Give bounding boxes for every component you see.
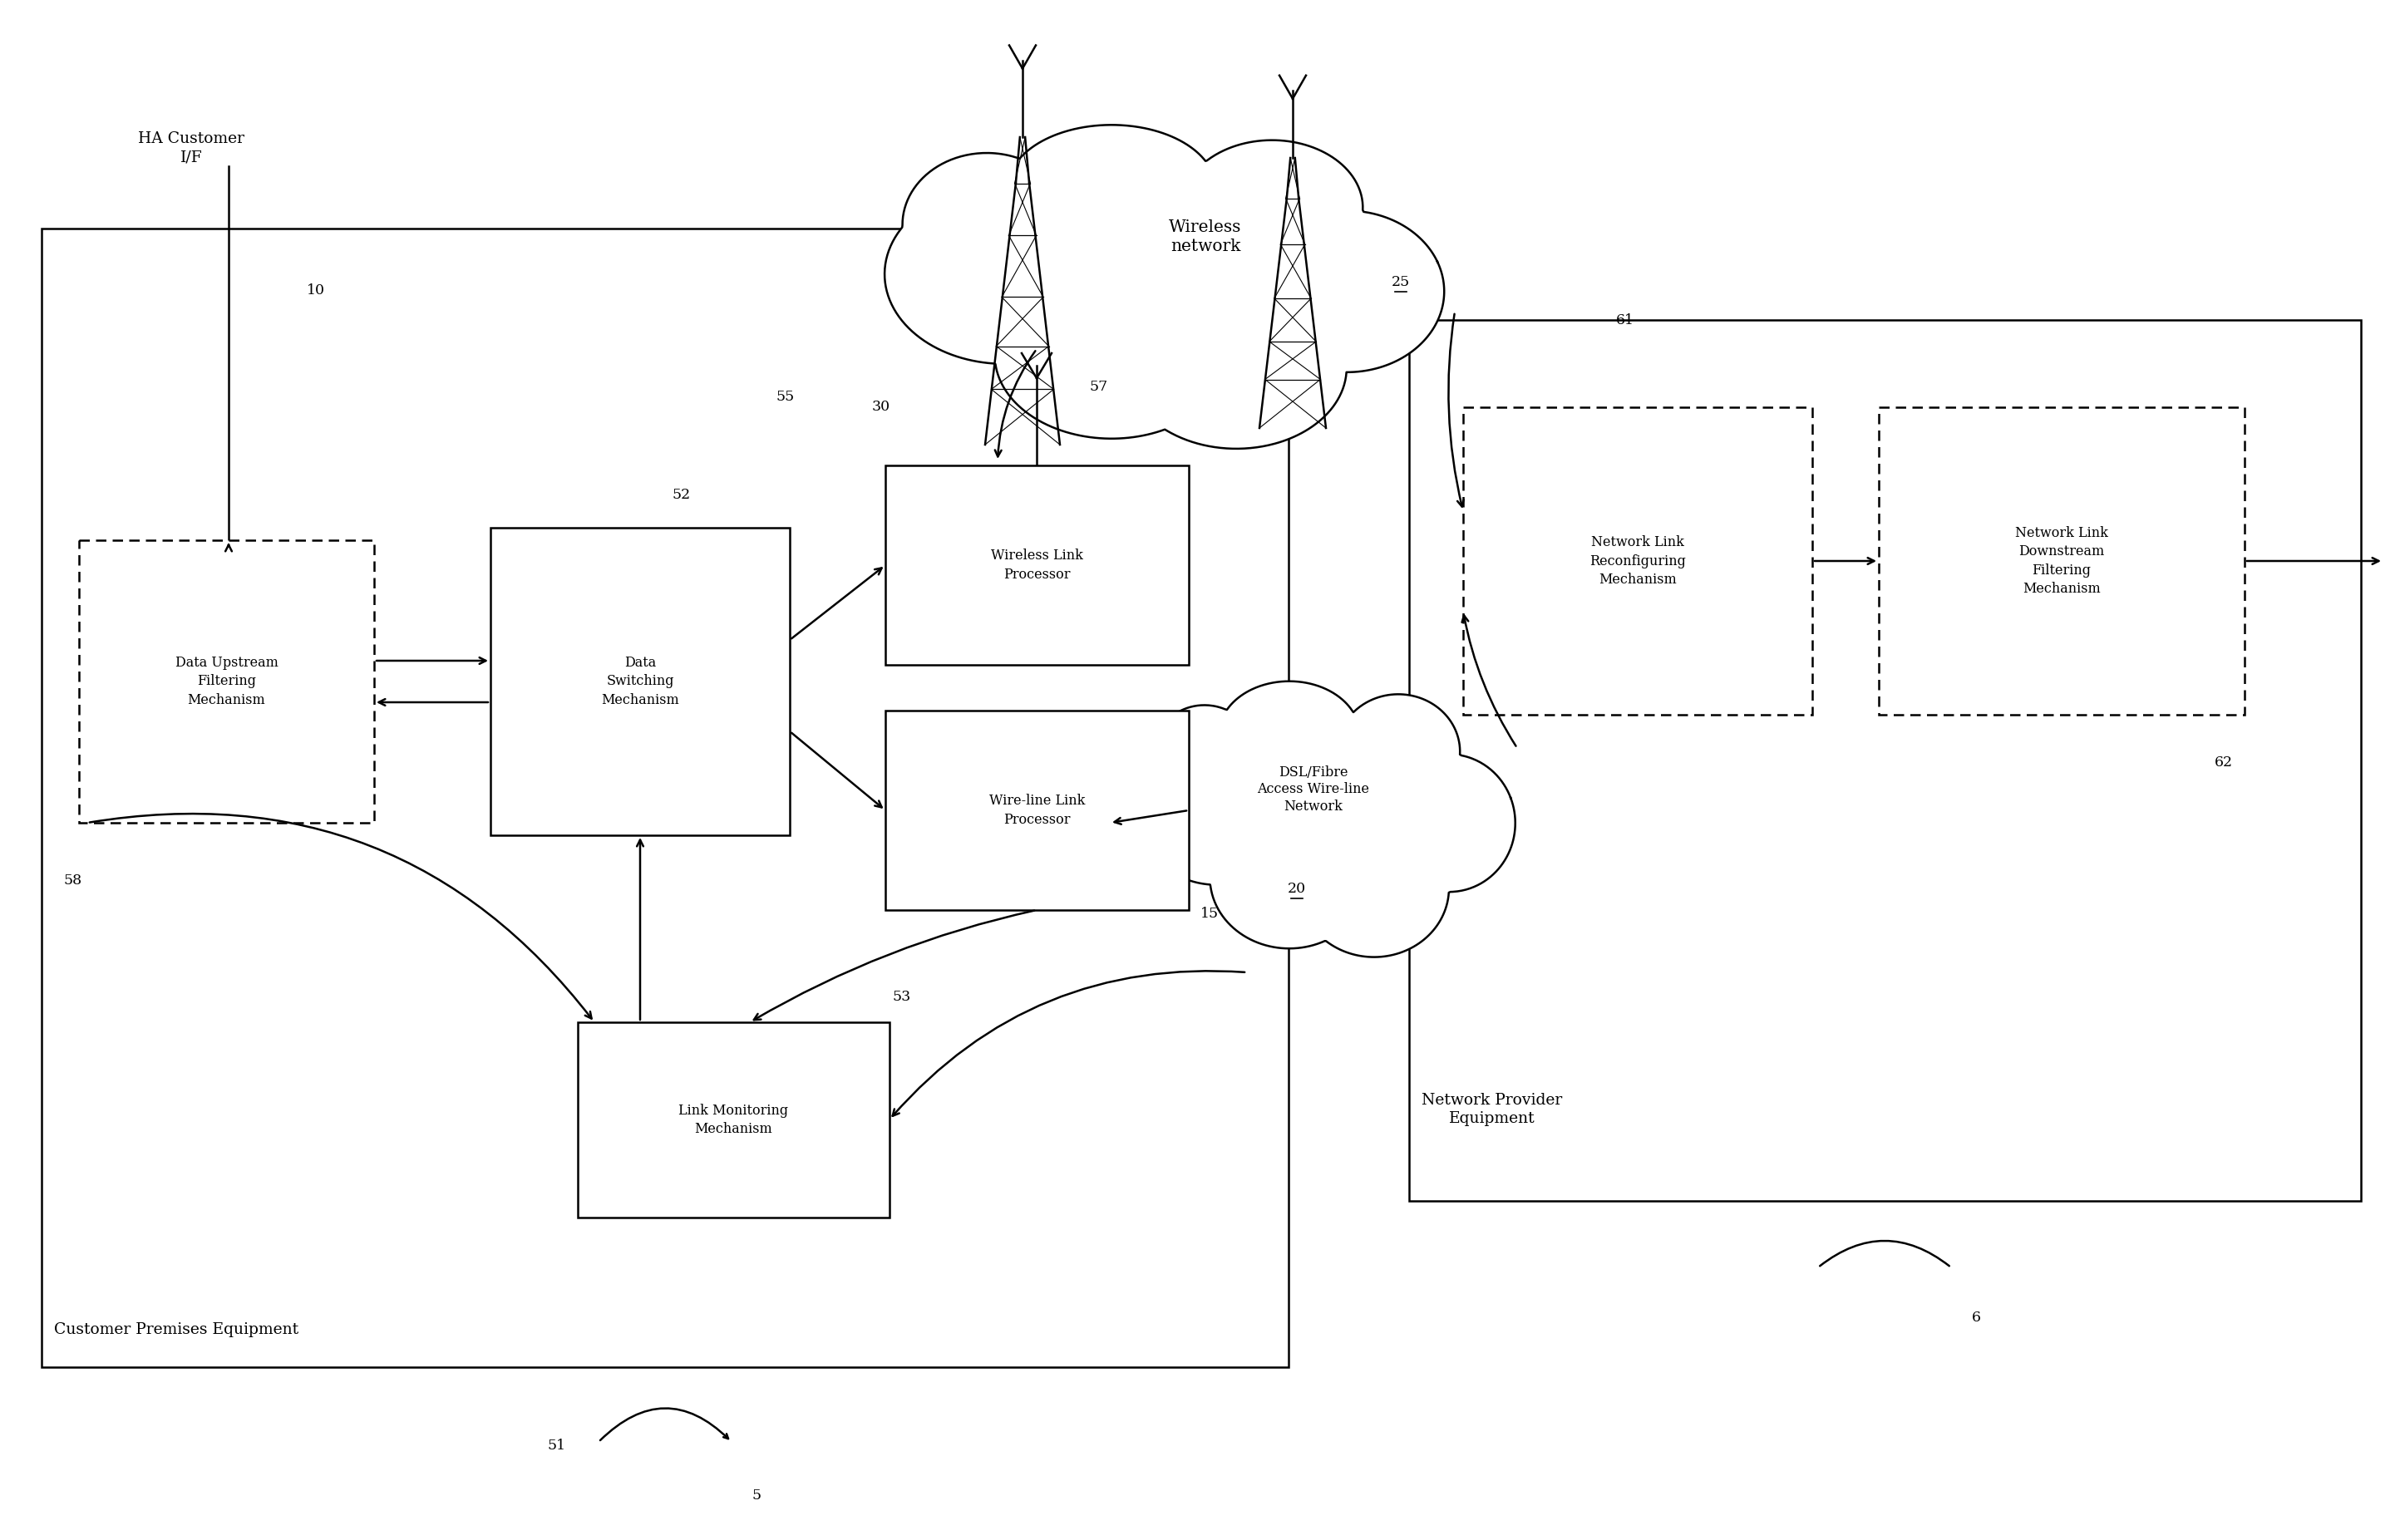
Bar xyxy=(1879,407,2244,715)
Text: 55: 55 xyxy=(775,390,794,405)
Text: Link Monitoring
Mechanism: Link Monitoring Mechanism xyxy=(679,1104,790,1137)
Text: Data Upstream
Filtering
Mechanism: Data Upstream Filtering Mechanism xyxy=(175,656,278,707)
Ellipse shape xyxy=(1210,807,1368,949)
Ellipse shape xyxy=(1250,211,1445,373)
Bar xyxy=(886,465,1188,665)
Ellipse shape xyxy=(1008,125,1214,251)
Text: 58: 58 xyxy=(65,873,82,889)
Ellipse shape xyxy=(1126,286,1346,448)
Text: DSL/Fibre
Access Wire-line
Network: DSL/Fibre Access Wire-line Network xyxy=(1258,765,1370,815)
Text: Wire-line Link
Processor: Wire-line Link Processor xyxy=(989,795,1085,827)
Ellipse shape xyxy=(1219,681,1361,788)
Text: 20: 20 xyxy=(1289,882,1306,896)
Ellipse shape xyxy=(1147,705,1262,827)
Text: Network Link
Reconfiguring
Mechanism: Network Link Reconfiguring Mechanism xyxy=(1589,536,1685,587)
Ellipse shape xyxy=(886,185,1126,363)
Text: HA Customer
I/F: HA Customer I/F xyxy=(137,131,245,165)
Text: 52: 52 xyxy=(672,488,691,502)
Bar xyxy=(1464,407,1812,715)
Ellipse shape xyxy=(1298,819,1450,956)
Text: Network Provider
Equipment: Network Provider Equipment xyxy=(1421,1093,1562,1126)
Ellipse shape xyxy=(1181,140,1363,274)
Text: 10: 10 xyxy=(307,283,324,297)
Text: 30: 30 xyxy=(871,400,890,414)
Text: 25: 25 xyxy=(1392,276,1411,290)
Text: 15: 15 xyxy=(1200,907,1219,921)
Text: Network Link
Downstream
Filtering
Mechanism: Network Link Downstream Filtering Mechan… xyxy=(2016,527,2107,596)
Text: 62: 62 xyxy=(2215,756,2232,770)
Ellipse shape xyxy=(1337,695,1459,808)
Text: 53: 53 xyxy=(893,990,912,1004)
Text: 51: 51 xyxy=(547,1438,566,1454)
Text: 61: 61 xyxy=(1615,313,1634,326)
Ellipse shape xyxy=(996,273,1229,439)
Bar xyxy=(79,541,374,822)
Text: 57: 57 xyxy=(1090,379,1109,394)
Text: Wireless Link
Processor: Wireless Link Processor xyxy=(991,548,1082,582)
Text: Wireless
network: Wireless network xyxy=(1169,219,1241,254)
Ellipse shape xyxy=(902,152,1070,297)
Bar xyxy=(886,710,1188,910)
Bar xyxy=(41,228,1289,1368)
Text: 5: 5 xyxy=(751,1489,761,1503)
Ellipse shape xyxy=(1382,755,1514,892)
Bar xyxy=(1409,320,2362,1201)
Text: Customer Premises Equipment: Customer Premises Equipment xyxy=(55,1323,298,1337)
Ellipse shape xyxy=(1135,732,1298,885)
Text: Data
Switching
Mechanism: Data Switching Mechanism xyxy=(600,656,679,707)
Text: 6: 6 xyxy=(1970,1311,1980,1324)
Bar xyxy=(490,528,790,835)
Bar xyxy=(578,1023,890,1218)
